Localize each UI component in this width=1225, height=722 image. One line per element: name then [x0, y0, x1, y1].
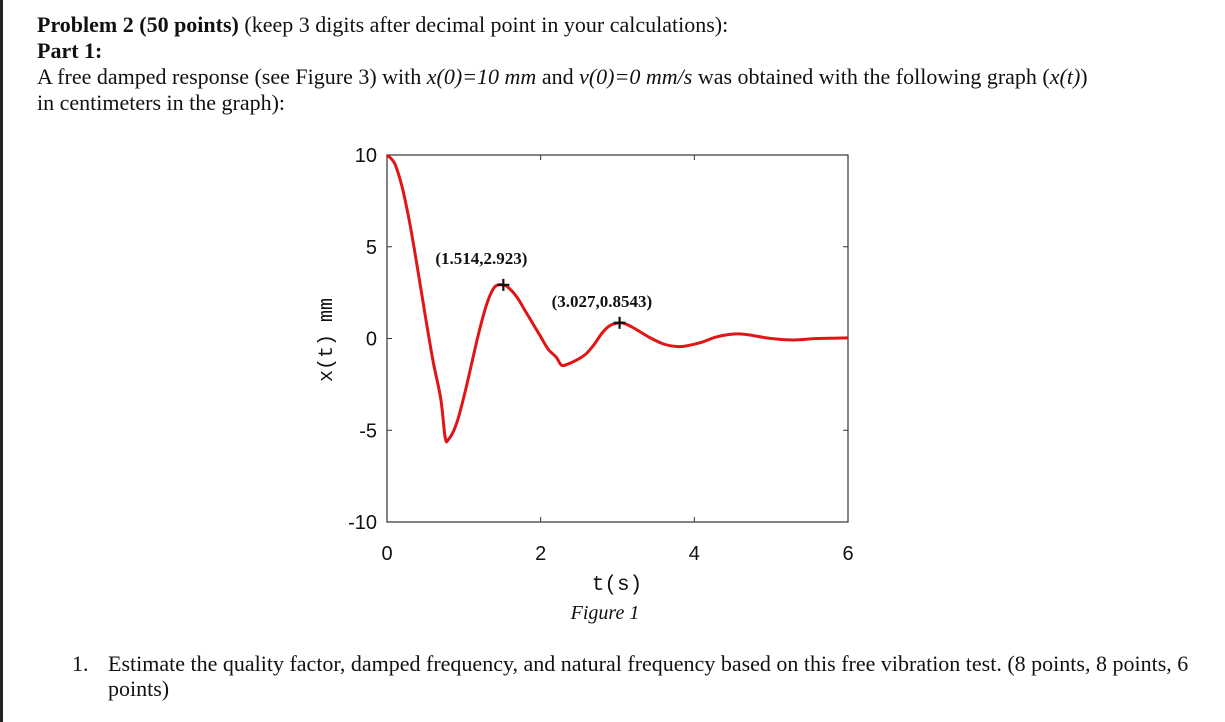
x0-expression: x(0)=10 mm	[426, 64, 537, 89]
intro-line-2: in centimeters in the graph):	[37, 90, 286, 115]
x-axis-label: t(s)	[592, 574, 642, 597]
peak-annotation-label: (3.027,0.8543)	[552, 292, 653, 311]
problem-note: (keep 3 digits after decimal point in yo…	[244, 12, 729, 37]
y-tick-label: 0	[366, 329, 377, 351]
x-tick-label: 2	[535, 543, 546, 565]
y-tick-label: -5	[359, 420, 377, 442]
x-tick-label: 4	[689, 543, 700, 565]
intro-text-b: was obtained with the following graph (	[692, 64, 1050, 89]
intro-and: and	[536, 64, 580, 89]
question-1: 1. Estimate the quality factor, damped f…	[72, 651, 1192, 701]
y-axis-label: x(t) mm	[316, 298, 339, 382]
x-tick-label: 0	[381, 543, 392, 565]
figure-caption: Figure 1	[570, 602, 640, 624]
question-number: 1.	[72, 651, 89, 676]
problem-label: Problem 2 (50 points)	[37, 12, 239, 37]
tick-layer: 0 2 4 6 10 5 0 -5 -10	[348, 145, 853, 565]
part-heading: Part 1:	[37, 38, 1207, 64]
y-tick-label: -10	[348, 512, 377, 534]
annotation-layer: (1.514,2.923) (3.027,0.8543)	[435, 249, 652, 329]
part-label: Part 1:	[37, 38, 103, 63]
intro-line-1: A free damped response (see Figure 3) wi…	[37, 64, 1088, 89]
intro-text-a: A free damped response (see Figure 3) wi…	[37, 64, 427, 89]
xt-expression: x(t)	[1049, 64, 1081, 89]
x-tick-label: 6	[842, 543, 853, 565]
y-tick-label: 5	[366, 237, 377, 259]
problem-heading: Problem 2 (50 points) (keep 3 digits aft…	[37, 12, 1207, 38]
v0-expression: v(0)=0 mm/s	[579, 64, 693, 89]
peak-marker	[613, 316, 626, 329]
peak-marker	[497, 278, 510, 291]
response-curve	[385, 153, 849, 444]
y-tick-label: 10	[355, 145, 377, 167]
peak-annotation-label: (1.514,2.923)	[435, 249, 527, 268]
question-text: Estimate the quality factor, damped freq…	[108, 651, 1189, 701]
problem-text: Problem 2 (50 points) (keep 3 digits aft…	[37, 12, 1207, 116]
page-edge-rule	[0, 0, 3, 722]
